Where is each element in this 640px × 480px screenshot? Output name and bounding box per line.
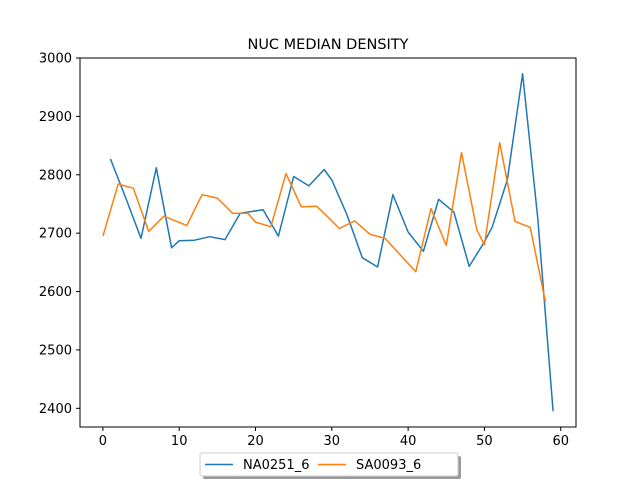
legend-label-1: SA0093_6 <box>356 458 421 473</box>
y-tick-label-3: 2700 <box>39 227 72 242</box>
x-tick-label-1: 10 <box>171 434 188 449</box>
x-tick-label-5: 50 <box>476 434 493 449</box>
y-axis: 2400 2500 2600 2700 2800 2900 3000 <box>39 52 80 417</box>
series-line-0 <box>109 73 554 412</box>
x-tick-label-4: 40 <box>400 434 417 449</box>
x-tick-label-6: 60 <box>552 434 569 449</box>
y-tick-label-6: 3000 <box>39 52 72 67</box>
x-tick-label-3: 30 <box>324 434 341 449</box>
plot-frame <box>79 57 577 428</box>
chart-title: NUC MEDIAN DENSITY <box>247 37 408 53</box>
plot-area <box>102 73 554 412</box>
y-tick-label-1: 2500 <box>39 343 72 358</box>
x-axis: 0 10 20 30 40 50 60 <box>99 427 569 449</box>
y-tick-label-2: 2600 <box>39 285 72 300</box>
legend: NA0251_6 SA0093_6 <box>199 452 461 479</box>
y-tick-label-4: 2800 <box>39 168 72 183</box>
x-tick-label-0: 0 <box>99 434 107 449</box>
x-tick-label-2: 20 <box>247 434 264 449</box>
series-line-1 <box>102 141 547 303</box>
y-tick-label-5: 2900 <box>39 110 72 125</box>
y-tick-label-0: 2400 <box>39 402 72 417</box>
legend-label-0: NA0251_6 <box>243 458 309 473</box>
